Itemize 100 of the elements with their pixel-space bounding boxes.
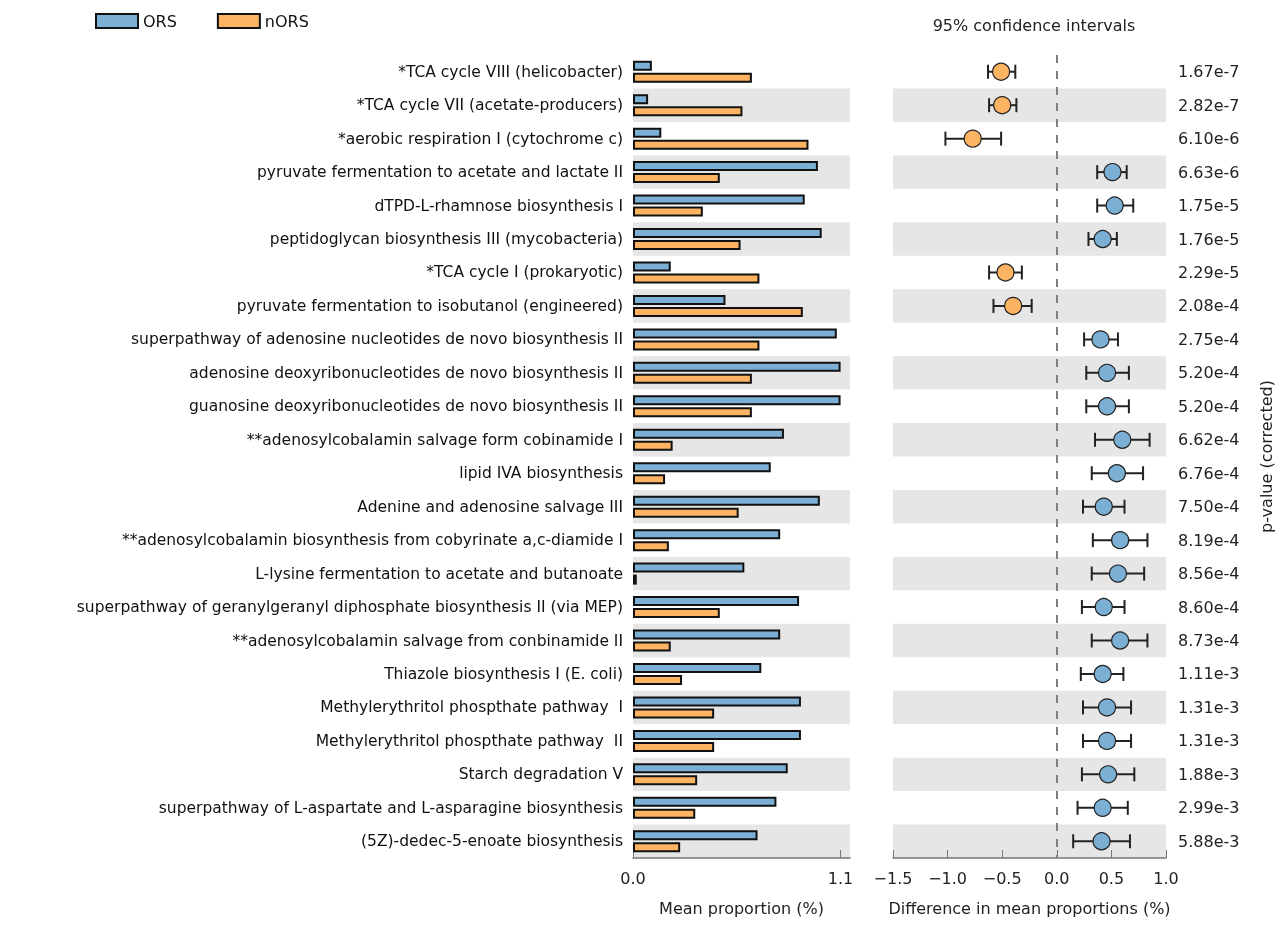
point <box>1093 664 1112 684</box>
point <box>993 96 1012 115</box>
y-tick-label: Adenine and adenosine salvage III <box>357 497 623 516</box>
point <box>1091 330 1110 349</box>
y-tick-label: dTPD-L-rhamnose biosynthesis I <box>374 196 623 215</box>
bar <box>633 206 703 217</box>
point <box>1092 832 1111 851</box>
y2-axis-title: p-value (corrected) <box>1256 380 1276 533</box>
bar <box>633 373 752 384</box>
y2-tick-label: 1.31e-3 <box>1178 731 1240 751</box>
point <box>1111 531 1130 550</box>
point <box>1097 363 1117 382</box>
y-tick-label: **adenosylcobalamin salvage from conbinamide II <box>232 631 623 650</box>
bar <box>633 529 781 540</box>
y2-tick-label: 1.11e-3 <box>1178 664 1240 684</box>
y2-tick-label: 2.08e-4 <box>1178 296 1240 316</box>
y2-tick-label: 2.82e-7 <box>1178 95 1240 115</box>
y2-tick-label: 6.76e-4 <box>1178 463 1240 483</box>
y2-tick-label: 6.62e-4 <box>1178 430 1240 450</box>
point <box>1093 798 1112 817</box>
y2-tick-label: 8.73e-4 <box>1178 631 1240 651</box>
y2-tick-label: 1.67e-7 <box>1178 62 1240 82</box>
y-tick-label: adenosine deoxyribonucleotides de novo biosynthesis II <box>189 363 623 382</box>
bar <box>633 395 841 406</box>
y-tick-label: L-lysine fermentation to acetate and butanoate <box>255 564 623 583</box>
bar <box>633 662 762 673</box>
bar <box>633 796 777 807</box>
bar <box>633 808 696 819</box>
point <box>1097 698 1117 717</box>
y-tick-label: Thiazole biosynthesis I (E. coli) <box>383 664 623 683</box>
bar <box>633 608 720 619</box>
point <box>1105 196 1124 215</box>
bar <box>633 440 673 451</box>
bar <box>633 340 760 351</box>
bar <box>633 60 652 71</box>
y2-tick-label: 1.76e-5 <box>1178 229 1240 249</box>
point <box>1097 731 1117 750</box>
point <box>992 62 1011 81</box>
bar <box>633 741 715 752</box>
y2-tick-label: 7.50e-4 <box>1178 497 1240 517</box>
bar <box>633 428 784 439</box>
y-tick-label: Starch degradation V <box>458 765 624 784</box>
bar <box>633 94 649 105</box>
bar <box>633 629 781 640</box>
x-axis-title: Mean proportion (%) <box>659 898 824 918</box>
y2-tick-label: 8.19e-4 <box>1178 530 1240 550</box>
point <box>1107 464 1126 483</box>
y2-tick-label: 2.75e-4 <box>1178 329 1240 349</box>
bar <box>633 139 809 150</box>
y2-tick-label: 8.56e-4 <box>1178 564 1240 584</box>
point <box>1004 296 1023 316</box>
y-tick-label: lipid IVA biosynthesis <box>459 464 623 483</box>
bar <box>633 674 683 685</box>
point <box>1103 163 1122 182</box>
x-tick-label: 1.0 <box>1153 868 1179 888</box>
x-tick-label: −1.0 <box>928 868 968 888</box>
point <box>1113 430 1132 449</box>
bar <box>633 729 801 740</box>
x-tick-label: 0.0 <box>620 868 646 888</box>
point <box>1094 597 1113 617</box>
y-tick-label: Methylerythritol phospthate pathway II <box>315 731 623 750</box>
y-tick-label: pyruvate fermentation to acetate and lactate II <box>257 163 623 182</box>
point <box>963 129 982 148</box>
bar <box>633 106 743 117</box>
y-tick-label: pyruvate fermentation to isobutanol (engineered) <box>236 296 623 315</box>
bar <box>633 507 739 518</box>
bar <box>633 194 805 205</box>
bar <box>633 462 771 473</box>
y-tick-label: **adenosylcobalamin salvage form cobinamide I <box>246 430 623 449</box>
bar <box>633 842 681 853</box>
y-tick-label: *TCA cycle I (prokaryotic) <box>426 263 623 282</box>
y2-tick-label: 5.88e-3 <box>1178 831 1240 851</box>
x-tick-label: −0.5 <box>982 868 1022 888</box>
y2-tick-label: 6.10e-6 <box>1178 129 1240 149</box>
chart-title: 95% confidence intervals <box>932 15 1136 35</box>
x-tick-label: 1.1 <box>827 868 854 888</box>
y2-tick-label: 1.88e-3 <box>1178 764 1240 784</box>
x-tick-label: −1.5 <box>873 868 913 888</box>
y-tick-label: superpathway of L-aspartate and L-asparagine biosynthesis <box>158 798 623 817</box>
point <box>1097 397 1117 416</box>
y-tick-label: *TCA cycle VIII (helicobacter) <box>398 62 623 81</box>
bar <box>633 261 671 272</box>
bar <box>633 328 837 339</box>
bar <box>633 273 760 284</box>
bar <box>633 407 752 418</box>
y-tick-label: (5Z)-dedec-5-enoate biosynthesis <box>361 832 623 851</box>
y-tick-label: Methylerythritol phospthate pathway I <box>320 698 623 717</box>
point <box>1093 229 1112 249</box>
bar <box>633 763 788 774</box>
y-tick-label: guanosine deoxyribonucleotides de novo biosynthesis II <box>189 397 623 416</box>
y2-tick-label: 1.31e-3 <box>1178 697 1240 717</box>
point <box>1099 765 1118 784</box>
bar <box>633 474 666 485</box>
y-tick-label: superpathway of geranylgeranyl diphosphate biosynthesis II (via MEP) <box>76 598 623 617</box>
bar <box>633 72 752 83</box>
bar <box>633 173 720 184</box>
legend-label: ORS <box>143 11 177 31</box>
bar <box>633 541 669 552</box>
y-tick-label: *TCA cycle VII (acetate-producers) <box>356 96 623 115</box>
y2-tick-label: 6.63e-6 <box>1178 162 1240 182</box>
